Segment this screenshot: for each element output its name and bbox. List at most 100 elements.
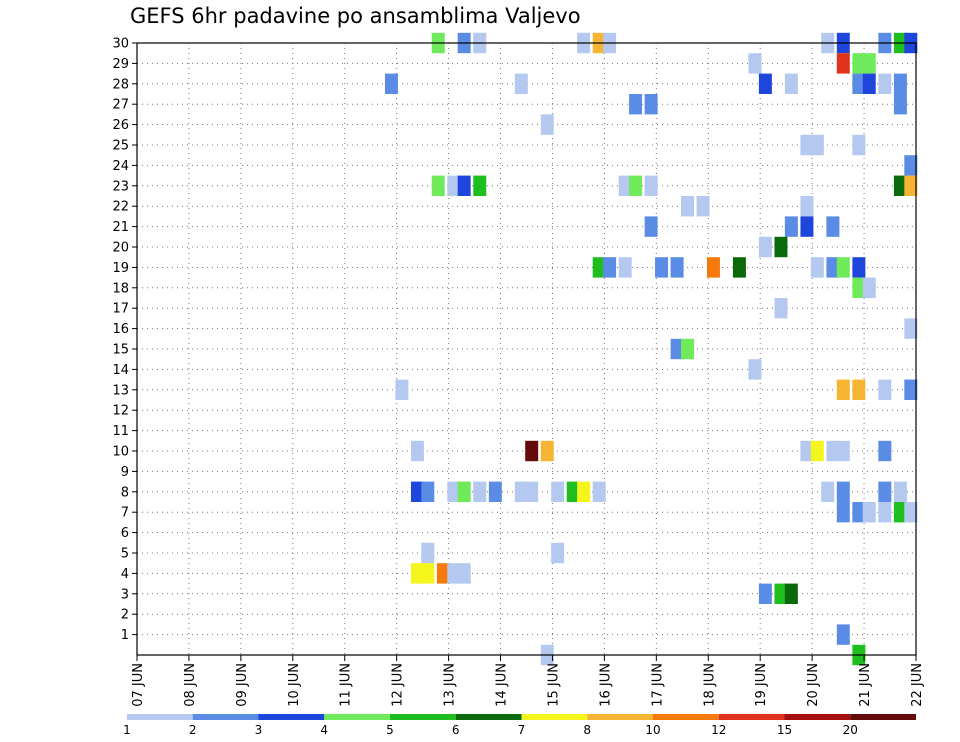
- data-cell: [774, 298, 788, 319]
- data-cell: [904, 318, 918, 339]
- data-cell: [836, 379, 850, 400]
- data-cell: [826, 216, 840, 237]
- data-cell: [893, 481, 907, 502]
- y-tick-label: 1: [121, 628, 129, 643]
- colorbar-segment: [718, 714, 785, 720]
- x-tick-label: 22 JUN: [910, 663, 925, 707]
- data-cell: [514, 73, 528, 94]
- y-tick-label: 28: [112, 77, 129, 92]
- y-tick-label: 25: [112, 139, 129, 154]
- data-cell: [655, 257, 669, 278]
- y-tick-label: 5: [121, 547, 129, 562]
- data-cell: [566, 481, 580, 502]
- colorbar-label: 2: [189, 723, 197, 737]
- data-cell: [421, 542, 435, 564]
- data-cell: [784, 216, 798, 237]
- chart-title: GEFS 6hr padavine po ansamblima Valjevo: [130, 4, 581, 28]
- data-cell: [893, 502, 907, 523]
- data-cell: [457, 563, 471, 584]
- y-tick-label: 24: [112, 159, 129, 174]
- data-cell: [893, 175, 907, 196]
- data-cell: [852, 277, 866, 298]
- colorbar-label: 12: [711, 723, 726, 737]
- data-cell: [431, 175, 445, 196]
- y-tick-label: 12: [112, 404, 129, 419]
- y-tick-label: 16: [112, 322, 129, 337]
- y-tick-label: 21: [112, 220, 129, 235]
- colorbar-segment: [192, 714, 259, 720]
- colorbar-label: 3: [255, 723, 263, 737]
- y-tick-label: 26: [112, 118, 129, 133]
- data-cell: [670, 338, 684, 360]
- data-cell: [800, 134, 814, 156]
- y-tick-label: 19: [112, 261, 129, 276]
- data-cell: [644, 94, 658, 115]
- data-cell: [784, 583, 798, 604]
- data-cell: [800, 196, 814, 217]
- data-cell: [473, 175, 487, 196]
- x-tick-label: 13 JUN: [443, 663, 458, 707]
- data-cell: [774, 236, 788, 258]
- data-cell: [862, 53, 876, 74]
- data-cell: [540, 114, 554, 135]
- x-tick-label: 15 JUN: [546, 663, 561, 707]
- data-cell: [836, 624, 850, 645]
- data-cell: [618, 175, 632, 196]
- y-tick-label: 30: [112, 37, 129, 52]
- data-cell: [852, 379, 866, 400]
- data-cell: [436, 563, 450, 584]
- data-cell: [878, 379, 892, 400]
- data-cell: [457, 481, 471, 502]
- y-tick-label: 6: [121, 526, 129, 541]
- data-cell: [862, 73, 876, 94]
- data-cell: [525, 440, 539, 462]
- y-tick-label: 29: [112, 57, 129, 72]
- data-cell: [810, 134, 824, 156]
- colorbar-label: 15: [777, 723, 792, 737]
- colorbar-segment: [324, 714, 390, 720]
- data-cell: [904, 175, 918, 196]
- colorbar-segment: [390, 714, 456, 720]
- x-tick-label: 11 JUN: [339, 663, 354, 707]
- data-cell: [551, 542, 565, 564]
- data-cell: [893, 94, 907, 115]
- x-tick-label: 10 JUN: [287, 663, 302, 707]
- y-tick-label: 20: [112, 241, 129, 256]
- y-tick-label: 17: [112, 302, 129, 317]
- x-tick-label: 16 JUN: [598, 663, 613, 707]
- data-cell: [410, 563, 424, 584]
- x-tick-label: 12 JUN: [391, 663, 406, 707]
- data-cell: [395, 379, 409, 400]
- data-cell: [904, 155, 918, 176]
- y-tick-label: 2: [121, 608, 129, 623]
- data-cell: [525, 481, 539, 502]
- colorbar-segment: [653, 714, 719, 720]
- colorbar-segment: [455, 714, 522, 720]
- data-cell: [748, 359, 762, 380]
- data-cell: [629, 175, 643, 196]
- data-cell: [904, 502, 918, 523]
- data-cell: [852, 53, 866, 74]
- y-tick-label: 9: [121, 465, 129, 480]
- data-cell: [852, 257, 866, 278]
- colorbar-segment: [850, 714, 916, 720]
- colorbar-label: 6: [452, 723, 460, 737]
- plot-frame: [136, 42, 917, 656]
- y-tick-label: 22: [112, 200, 129, 215]
- y-tick-label: 10: [112, 445, 129, 460]
- data-cell: [836, 53, 850, 74]
- x-tick-label: 21 JUN: [858, 663, 873, 707]
- colorbar-segment: [587, 714, 653, 720]
- data-cell: [784, 73, 798, 94]
- data-cell: [696, 196, 710, 217]
- data-cell: [514, 481, 528, 502]
- data-cell: [447, 481, 461, 502]
- data-cell: [421, 563, 435, 584]
- data-cell: [821, 481, 835, 502]
- data-cell: [603, 257, 617, 278]
- x-tick-label: 09 JUN: [235, 663, 250, 707]
- data-cell: [384, 73, 398, 94]
- data-cell: [681, 338, 694, 360]
- data-cell: [410, 440, 424, 462]
